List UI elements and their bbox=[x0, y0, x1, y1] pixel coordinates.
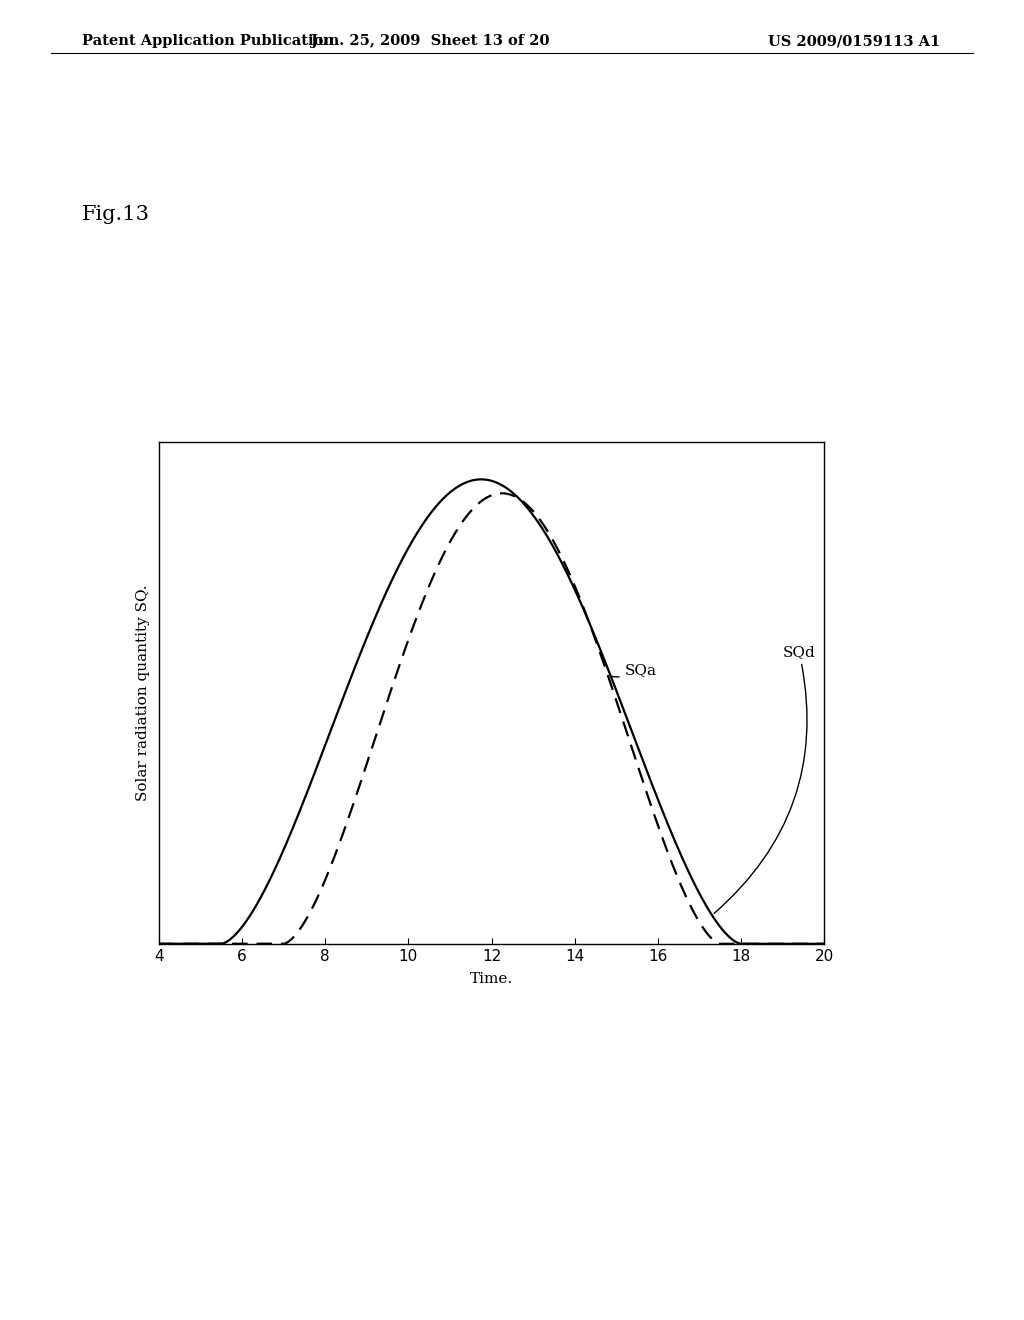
Text: US 2009/0159113 A1: US 2009/0159113 A1 bbox=[768, 34, 940, 49]
Y-axis label: Solar radiation quantity SQ.: Solar radiation quantity SQ. bbox=[136, 585, 151, 801]
Text: Patent Application Publication: Patent Application Publication bbox=[82, 34, 334, 49]
Text: Jun. 25, 2009  Sheet 13 of 20: Jun. 25, 2009 Sheet 13 of 20 bbox=[311, 34, 549, 49]
Text: SQa: SQa bbox=[610, 664, 656, 677]
Text: Fig.13: Fig.13 bbox=[82, 205, 150, 223]
X-axis label: Time.: Time. bbox=[470, 972, 513, 986]
Text: SQd: SQd bbox=[714, 645, 815, 913]
